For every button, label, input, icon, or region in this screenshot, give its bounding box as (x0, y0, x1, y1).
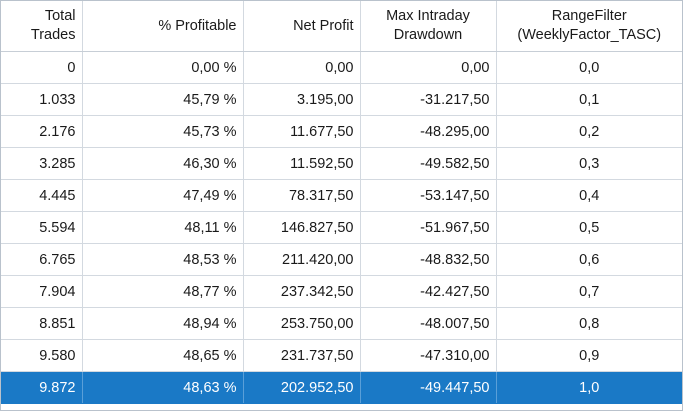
cell-total-trades[interactable]: 5.594 (1, 211, 83, 244)
cell-total-trades[interactable]: 9.872 (1, 371, 83, 404)
column-header-label: Net Profit (293, 17, 354, 34)
column-header-range-filter[interactable]: RangeFilter (WeeklyFactor_TASC) (496, 1, 682, 52)
cell-pct-profitable[interactable]: 48,11 % (82, 211, 244, 244)
table-row[interactable]: 9.872 48,63 % 202.952,50 -49.447,50 1,0 (1, 371, 682, 404)
cell-max-intraday-drawdown[interactable]: -51.967,50 (360, 211, 497, 244)
column-header-net-profit[interactable]: Net Profit (243, 1, 361, 52)
cell-pct-profitable[interactable]: 46,30 % (82, 147, 244, 180)
cell-max-intraday-drawdown[interactable]: -47.310,00 (360, 339, 497, 372)
results-table: Total Trades % Profitable Net Profit Max… (1, 1, 682, 404)
cell-net-profit[interactable]: 253.750,00 (243, 307, 361, 340)
cell-range-filter[interactable]: 0,0 (496, 51, 682, 84)
cell-net-profit[interactable]: 11.677,50 (243, 115, 361, 148)
cell-range-filter[interactable]: 0,8 (496, 307, 682, 340)
cell-max-intraday-drawdown[interactable]: -42.427,50 (360, 275, 497, 308)
cell-range-filter[interactable]: 0,1 (496, 83, 682, 116)
cell-net-profit[interactable]: 146.827,50 (243, 211, 361, 244)
cell-net-profit[interactable]: 231.737,50 (243, 339, 361, 372)
cell-range-filter[interactable]: 0,5 (496, 211, 682, 244)
cell-max-intraday-drawdown[interactable]: 0,00 (360, 51, 497, 84)
table-row[interactable]: 8.851 48,94 % 253.750,00 -48.007,50 0,8 (1, 307, 682, 340)
cell-range-filter[interactable]: 0,7 (496, 275, 682, 308)
cell-total-trades[interactable]: 7.904 (1, 275, 83, 308)
cell-net-profit[interactable]: 202.952,50 (243, 371, 361, 404)
cell-total-trades[interactable]: 8.851 (1, 307, 83, 340)
cell-max-intraday-drawdown[interactable]: -48.007,50 (360, 307, 497, 340)
cell-total-trades[interactable]: 1.033 (1, 83, 83, 116)
cell-pct-profitable[interactable]: 48,77 % (82, 275, 244, 308)
cell-max-intraday-drawdown[interactable]: -49.582,50 (360, 147, 497, 180)
cell-total-trades[interactable]: 0 (1, 51, 83, 84)
cell-pct-profitable[interactable]: 48,63 % (82, 371, 244, 404)
cell-range-filter[interactable]: 0,2 (496, 115, 682, 148)
cell-range-filter[interactable]: 1,0 (496, 371, 682, 404)
cell-pct-profitable[interactable]: 48,65 % (82, 339, 244, 372)
cell-pct-profitable[interactable]: 45,73 % (82, 115, 244, 148)
cell-net-profit[interactable]: 78.317,50 (243, 179, 361, 212)
cell-range-filter[interactable]: 0,4 (496, 179, 682, 212)
cell-pct-profitable[interactable]: 45,79 % (82, 83, 244, 116)
cell-pct-profitable[interactable]: 47,49 % (82, 179, 244, 212)
cell-max-intraday-drawdown[interactable]: -49.447,50 (360, 371, 497, 404)
table-row[interactable]: 5.594 48,11 % 146.827,50 -51.967,50 0,5 (1, 211, 682, 244)
cell-total-trades[interactable]: 6.765 (1, 243, 83, 276)
column-header-label-line1: Max Intraday (386, 8, 470, 24)
cell-total-trades[interactable]: 4.445 (1, 179, 83, 212)
table-body: 0 0,00 % 0,00 0,00 0,0 1.033 45,79 % 3.195,00 -3… (1, 51, 682, 404)
cell-net-profit[interactable]: 237.342,50 (243, 275, 361, 308)
column-header-total-trades[interactable]: Total Trades (1, 1, 83, 52)
table-row[interactable]: 7.904 48,77 % 237.342,50 -42.427,50 0,7 (1, 275, 682, 308)
cell-max-intraday-drawdown[interactable]: -48.295,00 (360, 115, 497, 148)
table-header: Total Trades % Profitable Net Profit Max… (1, 1, 682, 52)
table-row[interactable]: 4.445 47,49 % 78.317,50 -53.147,50 0,4 (1, 179, 682, 212)
table-row[interactable]: 0 0,00 % 0,00 0,00 0,0 (1, 51, 682, 84)
cell-max-intraday-drawdown[interactable]: -53.147,50 (360, 179, 497, 212)
table-row[interactable]: 2.176 45,73 % 11.677,50 -48.295,00 0,2 (1, 115, 682, 148)
cell-net-profit[interactable]: 11.592,50 (243, 147, 361, 180)
header-row: Total Trades % Profitable Net Profit Max… (1, 1, 682, 52)
column-header-max-intraday-drawdown[interactable]: Max Intraday Drawdown (360, 1, 497, 52)
table-row[interactable]: 9.580 48,65 % 231.737,50 -47.310,00 0,9 (1, 339, 682, 372)
cell-net-profit[interactable]: 211.420,00 (243, 243, 361, 276)
table-row[interactable]: 6.765 48,53 % 211.420,00 -48.832,50 0,6 (1, 243, 682, 276)
cell-total-trades[interactable]: 3.285 (1, 147, 83, 180)
cell-pct-profitable[interactable]: 48,94 % (82, 307, 244, 340)
cell-range-filter[interactable]: 0,9 (496, 339, 682, 372)
column-header-pct-profitable[interactable]: % Profitable (82, 1, 244, 52)
column-header-label: Total Trades (30, 8, 76, 43)
column-header-label-line1: RangeFilter (551, 8, 627, 24)
cell-max-intraday-drawdown[interactable]: -48.832,50 (360, 243, 497, 276)
column-header-label-line2: Drawdown (393, 27, 463, 43)
table-row[interactable]: 1.033 45,79 % 3.195,00 -31.217,50 0,1 (1, 83, 682, 116)
table-row[interactable]: 3.285 46,30 % 11.592,50 -49.582,50 0,3 (1, 147, 682, 180)
cell-max-intraday-drawdown[interactable]: -31.217,50 (360, 83, 497, 116)
column-header-label-line2: (WeeklyFactor_TASC) (517, 27, 662, 43)
cell-total-trades[interactable]: 9.580 (1, 339, 83, 372)
cell-pct-profitable[interactable]: 48,53 % (82, 243, 244, 276)
cell-pct-profitable[interactable]: 0,00 % (82, 51, 244, 84)
cell-range-filter[interactable]: 0,6 (496, 243, 682, 276)
cell-range-filter[interactable]: 0,3 (496, 147, 682, 180)
column-header-label: % Profitable (158, 17, 237, 34)
cell-total-trades[interactable]: 2.176 (1, 115, 83, 148)
cell-net-profit[interactable]: 0,00 (243, 51, 361, 84)
cell-net-profit[interactable]: 3.195,00 (243, 83, 361, 116)
